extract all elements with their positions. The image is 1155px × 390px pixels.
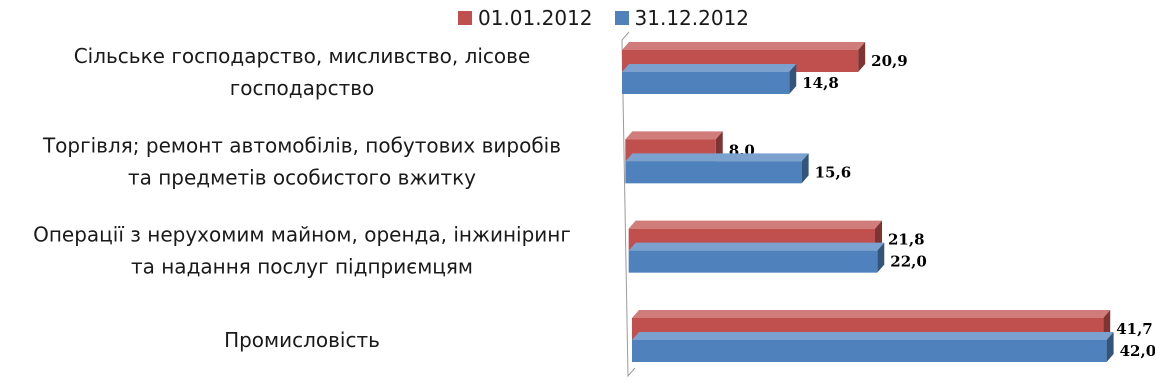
bar-top-1-1: [622, 42, 866, 50]
value-label-series-2-cat-4: 42,0: [1120, 342, 1155, 360]
bar-side-1-1: [858, 42, 866, 72]
legend-swatch-series-1: [458, 11, 472, 25]
axis-frame: [621, 31, 636, 378]
bar-top-2-4: [632, 332, 1114, 340]
value-label-series-1-cat-3: 21,8: [888, 231, 925, 249]
legend-item-series-1: 01.01.2012: [458, 6, 593, 30]
bar-top-1-3: [628, 220, 883, 229]
value-label-series-1-cat-1: 20,9: [871, 52, 908, 70]
bar-side-2-1: [789, 64, 797, 94]
value-label-series-2-cat-2: 15,6: [815, 163, 852, 181]
category-label-1: Сільське господарство, мисливство, лісов…: [74, 44, 531, 100]
legend-item-series-2: 31.12.2012: [614, 6, 750, 30]
legend-label-series-1: 01.01.2012: [478, 6, 593, 30]
bar-series-2-cat-2: [625, 161, 802, 184]
bar-series-2-cat-1: [622, 72, 790, 94]
bar-top-1-2: [625, 131, 723, 140]
bar-side-2-3: [877, 242, 885, 273]
bar-series-2-cat-4: [632, 340, 1107, 362]
legend-swatch-series-2: [614, 11, 629, 25]
bar-top-2-3: [628, 242, 885, 251]
bar-top-2-2: [625, 153, 809, 162]
value-label-series-2-cat-3: 22,0: [890, 253, 927, 271]
bar-side-2-4: [1106, 332, 1114, 362]
bar-top-1-4: [632, 310, 1111, 318]
category-label-4: Промисловість: [224, 328, 380, 352]
bar-side-2-2: [801, 153, 809, 184]
value-label-series-2-cat-1: 14,8: [802, 74, 839, 92]
value-label-series-1-cat-4: 41,7: [1116, 320, 1153, 338]
category-label-2: Торгівля; ремонт автомобілів, побутових …: [42, 133, 561, 189]
bar-top-2-1: [622, 64, 797, 72]
bar-series-2-cat-3: [628, 250, 878, 273]
legend-label-series-2: 31.12.2012: [634, 6, 750, 30]
legend: 01.01.2012 31.12.2012: [458, 6, 771, 30]
category-label-3: Операції з нерухомим майном, оренда, інж…: [33, 223, 571, 279]
